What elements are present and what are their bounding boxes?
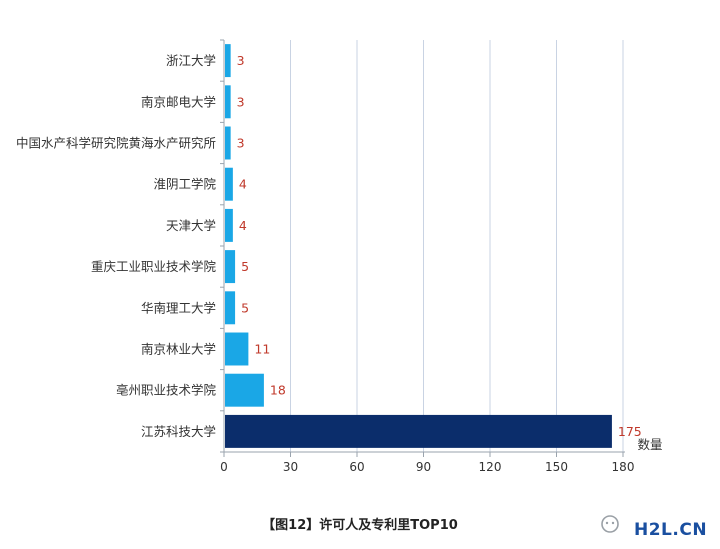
- bar: [225, 167, 233, 201]
- bar: [225, 208, 233, 242]
- value-label: 3: [237, 136, 245, 151]
- category-label: 中国水产科学研究院黄海水产研究所: [16, 136, 216, 151]
- value-label: 5: [241, 300, 249, 315]
- value-label: 175: [618, 424, 642, 439]
- x-tick-label: 30: [283, 460, 298, 474]
- bar: [225, 44, 231, 78]
- category-label: 浙江大学: [166, 53, 216, 68]
- watermark-brand: H2L.CN: [634, 520, 708, 540]
- bar: [225, 414, 612, 448]
- chart-caption: 【图12】许可人及专利里TOP10: [262, 518, 458, 533]
- value-label: 3: [237, 53, 245, 68]
- x-tick-label: 60: [349, 460, 364, 474]
- category-label: 亳州职业技术学院: [116, 383, 217, 398]
- value-label: 3: [237, 94, 245, 109]
- value-label: 4: [239, 177, 247, 192]
- x-tick-label: 180: [612, 460, 635, 474]
- wechat-icon: [601, 515, 619, 533]
- category-label: 南京林业大学: [141, 342, 216, 357]
- value-label: 5: [241, 259, 249, 274]
- x-tick-label: 120: [479, 460, 502, 474]
- x-axis-title: 数量: [637, 437, 662, 452]
- bar: [225, 291, 236, 325]
- bar: [225, 250, 236, 284]
- x-tick-label: 150: [545, 460, 568, 474]
- x-tick-label: 90: [416, 460, 431, 474]
- category-label: 华南理工大学: [141, 300, 216, 315]
- bar: [225, 373, 264, 407]
- value-label: 4: [239, 218, 247, 233]
- category-label: 江苏科技大学: [141, 424, 216, 439]
- category-label: 淮阴工学院: [153, 177, 216, 192]
- bar: [225, 126, 231, 160]
- x-tick-label: 0: [220, 460, 228, 474]
- bar: [225, 332, 249, 366]
- bar: [225, 85, 231, 119]
- value-label: 11: [254, 342, 270, 357]
- category-label: 南京邮电大学: [141, 94, 216, 109]
- category-label: 重庆工业职业技术学院: [91, 259, 217, 274]
- value-label: 18: [270, 383, 286, 398]
- category-label: 天津大学: [166, 218, 216, 233]
